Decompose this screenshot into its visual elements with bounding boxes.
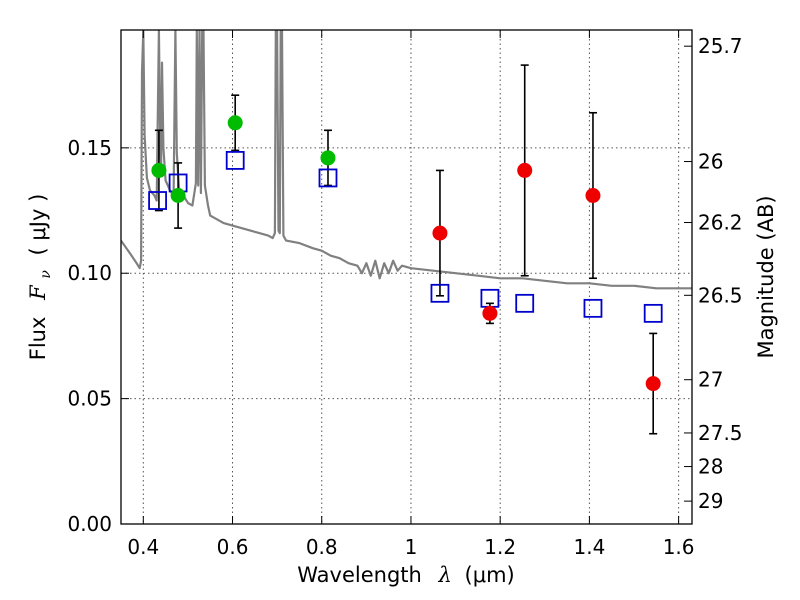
ticks: 0.4 0.6 0.8 1 1.2 1.4 1.6 0.00 0.05 0.10 0.15 25.7 2… <box>67 30 743 559</box>
model-flux-square <box>583 298 603 318</box>
x-tick-label: 0.8 <box>306 535 338 559</box>
markers <box>148 115 663 392</box>
optical-flux-point <box>227 115 243 131</box>
x-axis-label-text: Wavelength <box>297 563 422 587</box>
y2-tick-label: 25.7 <box>698 34 743 58</box>
nir-flux-point <box>585 188 601 204</box>
model-flux-square <box>430 283 450 303</box>
plot-frame <box>120 29 693 525</box>
model-flux-square <box>148 191 167 210</box>
y2-tick-label: 26 <box>698 150 723 174</box>
nir-flux-point <box>645 376 661 392</box>
y-axis-label-unit: ( μJy ) <box>26 194 50 256</box>
x-tick-label: 0.4 <box>127 535 159 559</box>
model-flux-square <box>225 150 245 170</box>
template-spectrum-line <box>121 30 692 290</box>
x-tick-label: 1.6 <box>663 535 695 559</box>
nir-flux-point <box>432 225 448 241</box>
template-spectrum <box>121 30 692 290</box>
y-tick-label: 0.10 <box>67 261 112 285</box>
y-tick-label: 0.05 <box>67 387 112 411</box>
x-tick-label: 1.2 <box>484 535 516 559</box>
y-axis-label: Flux F ν ( μJy ) <box>26 194 55 361</box>
model-flux-square <box>515 293 535 313</box>
y2-axis-label: Magnitude (AB) <box>754 195 778 358</box>
y-axis-label-text: Flux <box>26 317 50 361</box>
y2-tick-label: 27.5 <box>698 421 743 445</box>
y2-tick-label: 27 <box>698 368 723 392</box>
y2-tick-label: 29 <box>698 489 723 513</box>
optical-flux-point <box>170 188 186 204</box>
model-flux-square <box>643 303 663 323</box>
y2-tick-label: 26.5 <box>698 283 743 307</box>
x-tick-label: 1 <box>405 535 418 559</box>
y2-tick-label: 28 <box>698 455 723 479</box>
model-flux-square <box>318 168 338 188</box>
x-axis-label-unit: (μm) <box>465 563 515 587</box>
y-tick-label: 0.00 <box>67 512 112 536</box>
x-axis-label-symbol: λ <box>438 563 452 587</box>
nir-flux-point <box>482 305 498 321</box>
optical-flux-point <box>151 162 167 178</box>
x-tick-label: 0.6 <box>217 535 249 559</box>
y-tick-label: 0.15 <box>67 136 112 160</box>
grid <box>121 30 692 525</box>
y-axis-label-subscript: ν <box>38 270 54 279</box>
optical-flux-point <box>320 150 336 166</box>
y-axis-label-symbol: F <box>26 284 50 301</box>
nir-flux-point <box>517 162 533 178</box>
x-axis-label: Wavelength λ (μm) <box>297 563 514 587</box>
y2-tick-label: 26.2 <box>698 211 743 235</box>
x-tick-label: 1.4 <box>573 535 605 559</box>
